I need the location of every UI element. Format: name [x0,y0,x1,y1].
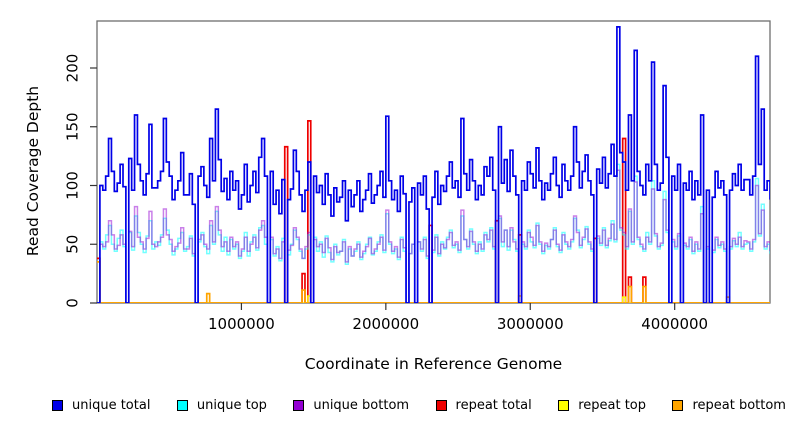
y-tick-label: 100 [64,171,82,200]
y-tick-label: 50 [64,235,82,254]
series-line-unique-bottom [97,169,770,303]
x-tick-label: 2000000 [352,315,419,333]
legend-label: unique bottom [313,398,410,413]
x-axis-title: Coordinate in Reference Genome [304,355,563,373]
legend-item-repeat-total: repeat total [435,398,532,413]
y-axis-title: Read Coverage Depth [24,85,42,257]
legend-item-unique-total: unique total [52,398,150,413]
legend-item-repeat-top: repeat top [558,398,646,413]
legend-item-unique-top: unique top [176,398,267,413]
legend-swatch-icon [672,400,684,411]
legend-swatch-icon [293,400,305,411]
legend-item-repeat-bottom: repeat bottom [672,398,786,413]
legend-label: repeat bottom [692,398,786,413]
legend-label: unique top [196,398,267,413]
legend-label: repeat top [578,398,646,413]
legend-swatch-icon [435,400,447,411]
legend-label: unique total [72,398,151,413]
y-tick-label: 200 [64,54,82,83]
legend-swatch-icon [52,400,63,411]
legend-swatch-icon [558,400,570,411]
y-tick-label: 150 [64,112,82,141]
legend: unique total unique top unique bottom repea… [52,398,786,413]
series-line-unique-total [97,26,770,303]
series-line-repeat-bottom [97,261,770,303]
x-tick-label: 3000000 [497,315,564,333]
x-tick-label: 4000000 [641,315,708,333]
y-tick-label: 0 [64,298,82,308]
legend-swatch-icon [176,400,188,411]
x-tick-label: 1000000 [208,315,275,333]
legend-item-unique-bottom: unique bottom [293,398,409,413]
legend-label: repeat total [455,398,532,413]
